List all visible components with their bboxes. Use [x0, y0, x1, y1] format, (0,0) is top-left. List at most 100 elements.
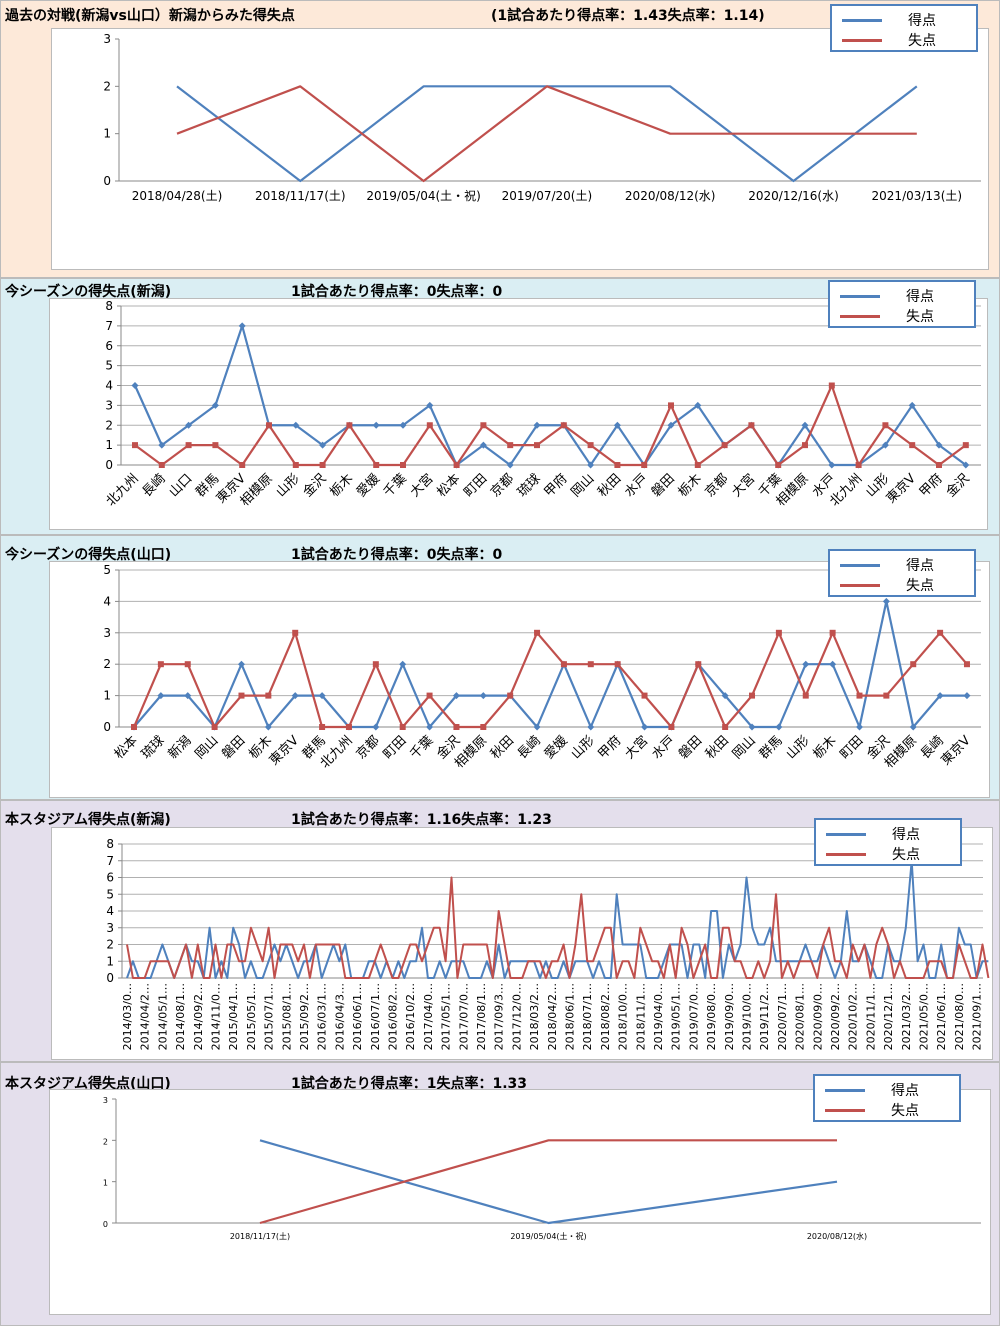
chart-panel: 過去の対戦(新潟vs山口）新潟からみた得失点(1試合あたり得点率：1.43失点率… [0, 0, 1000, 278]
x-tick-label: 山形 [569, 733, 598, 762]
data-point-conceded [132, 442, 138, 448]
data-point-score [373, 422, 380, 429]
data-point-conceded [131, 724, 137, 730]
data-point-conceded [427, 422, 433, 428]
y-tick-label: 6 [106, 871, 114, 885]
x-tick-label: 2018/11/17(土) [255, 189, 346, 203]
x-tick-label: 甲府 [917, 471, 946, 500]
x-tick-label: 2018/06/1… [564, 983, 577, 1050]
y-tick-label: 3 [103, 1096, 108, 1105]
data-point-conceded [239, 462, 245, 468]
x-tick-label: 京都 [354, 733, 383, 762]
y-tick-label: 0 [103, 174, 111, 188]
y-tick-label: 7 [106, 854, 114, 868]
legend-item-score: 得点 [825, 1080, 919, 1100]
legend-swatch [842, 39, 882, 42]
data-point-conceded [454, 462, 460, 468]
x-tick-label: 2020/09/0… [811, 983, 824, 1050]
y-tick-label: 4 [105, 379, 113, 393]
legend-swatch [825, 1089, 865, 1092]
series-line-conceded [260, 1140, 837, 1223]
data-point-score [641, 724, 648, 731]
data-point-conceded [588, 442, 594, 448]
y-tick-label: 4 [103, 594, 111, 608]
data-point-conceded [963, 442, 969, 448]
data-point-conceded [346, 724, 352, 730]
x-tick-label: 2017/07/0… [457, 983, 470, 1050]
x-tick-label: 栃木 [676, 471, 705, 500]
y-tick-label: 1 [105, 438, 113, 452]
data-point-conceded [186, 442, 192, 448]
data-point-score [802, 661, 809, 668]
data-point-conceded [695, 661, 701, 667]
legend-swatch [842, 19, 882, 22]
x-tick-label: 2019/09/0… [723, 983, 736, 1050]
x-tick-label: 東京V [938, 732, 974, 768]
x-tick-label: 甲府 [595, 733, 624, 762]
legend: 得点失点 [828, 280, 976, 328]
data-point-conceded [802, 442, 808, 448]
y-tick-label: 2 [103, 1137, 108, 1146]
series-line-score [260, 1140, 837, 1223]
data-point-conceded [883, 693, 889, 699]
x-tick-label: 2016/08/2… [387, 983, 400, 1050]
y-tick-label: 8 [106, 837, 114, 851]
legend-swatch [840, 584, 880, 587]
y-tick-label: 3 [103, 626, 111, 640]
data-point-conceded [346, 422, 352, 428]
data-point-conceded [265, 693, 271, 699]
y-tick-label: 0 [103, 720, 111, 734]
x-tick-label: 千葉 [407, 733, 436, 762]
data-point-score [132, 382, 139, 389]
x-tick-label: 2021/05/0… [918, 983, 931, 1050]
x-tick-label: 2021/08/0… [953, 983, 966, 1050]
legend-label: 失点 [908, 30, 936, 50]
data-point-conceded [292, 630, 298, 636]
legend-label: 得点 [906, 286, 934, 306]
x-tick-label: 2018/08/2… [599, 983, 612, 1050]
x-tick-label: 2021/03/2… [900, 983, 913, 1050]
y-tick-label: 2 [106, 938, 114, 952]
data-point-score [775, 724, 782, 731]
x-tick-label: 2020/08/12(水) [625, 189, 716, 203]
data-point-conceded [480, 724, 486, 730]
legend-swatch [840, 295, 880, 298]
legend-item-score: 得点 [842, 10, 936, 30]
x-tick-label: 2018/10/0… [617, 983, 630, 1050]
y-tick-label: 3 [105, 398, 113, 412]
x-tick-label: 2015/05/1… [245, 983, 258, 1050]
x-tick-label: 岡山 [730, 733, 759, 762]
x-tick-label: 2020/10/2… [847, 983, 860, 1050]
data-point-conceded [830, 630, 836, 636]
x-tick-label: 山形 [274, 471, 303, 500]
x-tick-label: 秋田 [703, 733, 732, 762]
data-point-conceded [749, 693, 755, 699]
legend-item-conceded: 失点 [842, 30, 936, 50]
x-tick-label: 2018/11/1… [634, 983, 647, 1050]
x-tick-label: 2014/03/0… [121, 983, 134, 1050]
series-line-conceded [134, 633, 967, 727]
data-point-conceded [614, 462, 620, 468]
y-tick-label: 1 [106, 954, 114, 968]
x-tick-label: 岡山 [192, 733, 221, 762]
y-tick-label: 5 [105, 359, 113, 373]
data-point-conceded [856, 462, 862, 468]
x-tick-label: 愛媛 [354, 471, 383, 500]
series-line-conceded [177, 86, 917, 181]
data-point-conceded [668, 724, 674, 730]
data-point-conceded [561, 661, 567, 667]
x-tick-label: 2019/11/2… [758, 983, 771, 1050]
legend-item-conceded: 失点 [825, 1100, 919, 1120]
legend-swatch [840, 315, 880, 318]
data-point-conceded [212, 442, 218, 448]
legend-label: 得点 [908, 10, 936, 30]
data-point-conceded [159, 462, 165, 468]
x-tick-label: 栃木 [327, 471, 356, 500]
data-point-conceded [320, 462, 326, 468]
data-point-conceded [642, 693, 648, 699]
x-tick-label: 東京V [883, 470, 919, 506]
data-point-score [480, 692, 487, 699]
data-point-conceded [775, 462, 781, 468]
y-tick-label: 2 [103, 657, 111, 671]
y-tick-label: 5 [103, 563, 111, 577]
